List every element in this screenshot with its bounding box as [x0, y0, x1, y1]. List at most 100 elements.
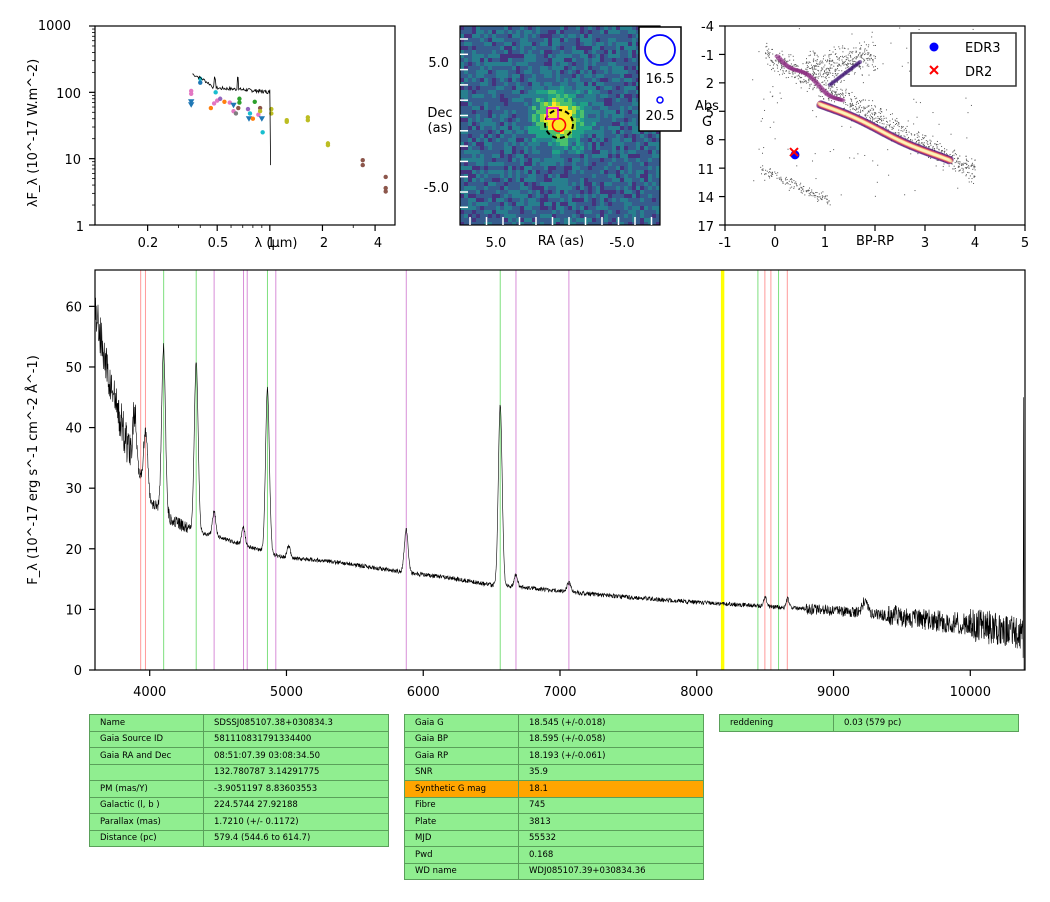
pixel	[604, 38, 608, 42]
hrd-star	[796, 65, 798, 67]
pixel	[612, 150, 616, 154]
pixel	[572, 86, 576, 90]
pixel	[576, 130, 580, 134]
pixel	[596, 86, 600, 90]
info-table-3: reddening 0.03 (579 pc)	[719, 714, 1019, 732]
hrd-star	[826, 198, 828, 200]
pixel	[564, 158, 568, 162]
pixel	[568, 122, 572, 126]
hrd-star	[930, 140, 932, 142]
sed-frame	[94, 25, 396, 226]
pixel	[488, 106, 492, 110]
pixel	[592, 178, 596, 182]
pixel	[548, 78, 552, 82]
sed-point	[187, 99, 195, 105]
pixel	[548, 222, 552, 225]
hrd-star	[763, 147, 765, 149]
hrd-star	[791, 182, 793, 184]
pixel	[532, 206, 536, 210]
hrd-star	[806, 70, 808, 72]
pixel	[468, 58, 472, 62]
pixel	[528, 202, 532, 206]
pixel	[460, 50, 464, 54]
pixel	[532, 154, 536, 158]
pixel	[512, 106, 516, 110]
pixel	[636, 82, 640, 86]
pixel	[584, 142, 588, 146]
sed-xtick: 0.2	[138, 236, 159, 251]
hrd-star	[893, 125, 895, 127]
hrd-star	[771, 61, 773, 63]
pixel	[472, 62, 476, 66]
hrd-star	[882, 119, 884, 121]
hrd-star	[779, 52, 781, 54]
hrd-star	[823, 73, 825, 75]
pixel	[588, 114, 592, 118]
pixel	[536, 142, 540, 146]
pixel	[488, 142, 492, 146]
pixel	[524, 190, 528, 194]
sed-point	[256, 112, 261, 117]
pixel	[552, 38, 556, 42]
pixel	[488, 26, 492, 30]
pixel	[508, 70, 512, 74]
hrd-star	[899, 27, 901, 29]
pixel	[572, 138, 576, 142]
pixel	[504, 162, 508, 166]
pixel	[516, 30, 520, 34]
hrd-star	[935, 165, 937, 167]
pixel	[592, 206, 596, 210]
pixel	[576, 54, 580, 58]
pixel	[564, 206, 568, 210]
hrd-star	[951, 163, 953, 165]
pixel	[548, 74, 552, 78]
pixel	[584, 126, 588, 130]
pixel	[548, 190, 552, 194]
pixel	[480, 118, 484, 122]
pixel	[508, 194, 512, 198]
pixel	[476, 110, 480, 114]
pixel	[580, 138, 584, 142]
pixel	[464, 214, 468, 218]
hrd-star	[950, 133, 952, 135]
hrd-star	[782, 181, 784, 183]
sed-point	[250, 116, 256, 121]
pixel	[488, 42, 492, 46]
pixel	[652, 182, 656, 186]
pixel	[532, 38, 536, 42]
pixel	[536, 94, 540, 98]
pixel	[608, 86, 612, 90]
pixel	[652, 166, 656, 170]
pixel	[644, 158, 648, 162]
hrd-star	[841, 89, 843, 91]
hrd-star	[871, 117, 873, 119]
hrd-star	[862, 110, 864, 112]
pixel	[548, 146, 552, 150]
hrd-star	[830, 100, 832, 102]
pixel	[516, 170, 520, 174]
pixel	[624, 222, 628, 225]
hrd-star	[815, 192, 817, 194]
pixel	[496, 170, 500, 174]
pixel	[588, 154, 592, 158]
pixel	[528, 222, 532, 225]
pixel	[492, 70, 496, 74]
pixel	[520, 130, 524, 134]
hrd-star	[895, 123, 897, 125]
hrd-star	[829, 89, 831, 91]
pixel	[516, 154, 520, 158]
pixel	[512, 90, 516, 94]
hrd-star	[888, 124, 890, 126]
pixel	[464, 162, 468, 166]
hrd-star	[806, 62, 808, 64]
pixel	[620, 130, 624, 134]
pixel	[464, 74, 468, 78]
pixel	[512, 26, 516, 30]
hrd-star	[818, 70, 820, 72]
hrd-star	[872, 61, 874, 63]
hrd-star	[859, 68, 861, 70]
pixel	[600, 58, 604, 62]
pixel	[648, 214, 652, 218]
hrd-xtick: 4	[971, 236, 979, 251]
pixel	[564, 114, 568, 118]
